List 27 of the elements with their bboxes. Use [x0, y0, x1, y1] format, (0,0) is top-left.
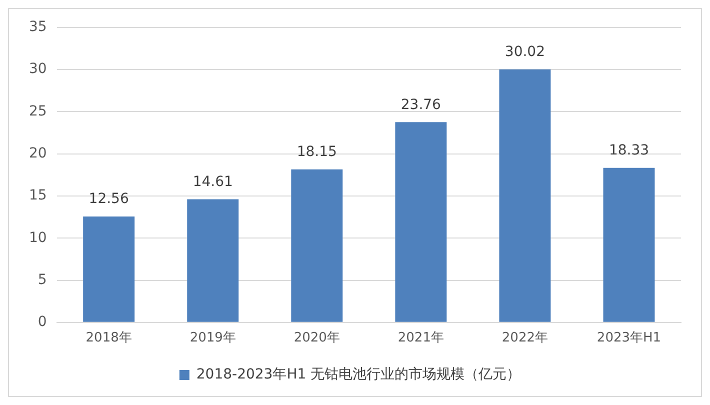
x-tick-label: 2022年 — [502, 330, 548, 346]
y-tick-label: 0 — [38, 314, 47, 330]
data-label: 23.76 — [400, 96, 442, 113]
y-tick-label: 35 — [28, 19, 47, 36]
y-tick-label: 20 — [28, 145, 47, 162]
y-tick-label: 5 — [38, 272, 47, 288]
bar — [603, 168, 655, 322]
data-label: 18.15 — [296, 144, 337, 160]
x-tick-label: 2020年 — [294, 330, 340, 346]
data-label: 12.56 — [88, 191, 129, 208]
legend-label: 2018-2023年H1 无钴电池行业的市场规模（亿元） — [196, 366, 521, 383]
data-label: 14.61 — [192, 174, 233, 190]
data-label: 30.02 — [504, 44, 545, 60]
bar — [395, 122, 447, 322]
bar — [499, 69, 551, 322]
bar — [83, 216, 135, 322]
x-tick-label: 2021年 — [398, 330, 444, 346]
data-label: 18.33 — [608, 142, 650, 159]
y-tick-label: 30 — [28, 61, 47, 78]
x-tick-label: 2019年 — [190, 330, 236, 346]
x-tick-label: 2023年H1 — [596, 330, 662, 346]
y-tick-label: 15 — [28, 188, 47, 204]
y-tick-label: 25 — [28, 103, 47, 120]
bar — [291, 169, 343, 322]
y-tick-label: 10 — [28, 230, 47, 246]
bar — [187, 199, 239, 322]
x-tick-label: 2018年 — [86, 330, 132, 346]
